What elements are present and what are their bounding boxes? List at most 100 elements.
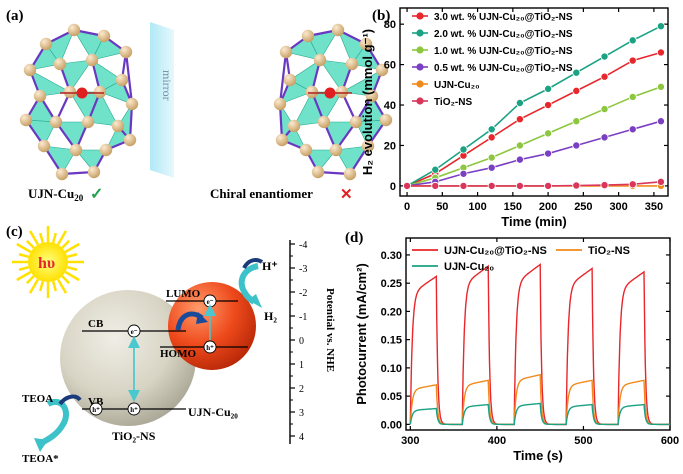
sun-ray: [66, 253, 78, 259]
sun-ray: [66, 265, 78, 271]
axis-tick-label: 0: [299, 336, 304, 347]
sun-ray: [16, 270, 32, 282]
sun-ray: [56, 278, 68, 294]
y-tick-label: 0.20: [381, 306, 402, 318]
sun-ray: [28, 278, 40, 294]
cu-atom: [63, 85, 77, 99]
teoa-star-label: TEOA*: [22, 453, 59, 465]
panel-d-letter: (d): [345, 230, 363, 246]
legend-label: TiO₂-NS: [434, 97, 472, 108]
teoa-label: TEOA: [22, 393, 53, 405]
data-point: [628, 56, 637, 65]
cu-atom: [39, 37, 53, 51]
tio2-ns-label: TiO₂-NS: [112, 429, 156, 443]
data-point: [459, 145, 468, 154]
cu-atom: [49, 115, 63, 129]
cu-atom: [331, 23, 345, 37]
sun-ray: [61, 239, 71, 249]
sun-ray: [16, 242, 32, 254]
hv-label: hυ: [38, 255, 55, 272]
series-line-0: [406, 51, 662, 187]
data-point: [628, 180, 637, 189]
axis-tick-label: -3: [299, 264, 307, 275]
cb-label: CB: [88, 318, 104, 330]
axis-tick-label: -2: [299, 288, 307, 299]
cu-atom: [115, 73, 129, 87]
data-point: [600, 72, 609, 81]
cu-atom: [81, 115, 95, 129]
hole-bubble: [127, 402, 141, 416]
axis-tick-label: 1: [299, 360, 304, 371]
x-tick-label: 600: [661, 435, 679, 447]
cu-atom: [345, 57, 359, 71]
cu-atom: [349, 115, 363, 129]
cu-atom: [379, 113, 393, 127]
y-axis-label: H₂ evolution (mmol g⁻¹): [360, 29, 375, 175]
caption-chiral-enantiomer: Chiral enantiomer: [210, 186, 313, 201]
cu-atom: [111, 119, 125, 133]
data-point: [544, 129, 553, 138]
cu-atom: [23, 63, 37, 77]
legend-marker: [416, 97, 424, 105]
cu-atom: [55, 167, 69, 181]
ujn-sphere: [168, 282, 256, 370]
center-atom: [324, 87, 336, 99]
sun-ray: [64, 242, 80, 254]
legend-label: 1.0 wt. % UJN-Cu₂₀@TiO₂-NS: [434, 46, 573, 57]
sun-ray: [28, 230, 40, 246]
data-point: [656, 22, 665, 31]
homo-label: HOMO: [160, 348, 196, 360]
cu-atom: [19, 113, 33, 127]
cu-atom: [87, 165, 101, 179]
legend-marker: [416, 12, 424, 20]
data-point: [628, 125, 637, 134]
cu-atom: [53, 57, 67, 71]
data-point: [515, 99, 524, 108]
cu-atom: [313, 53, 327, 67]
photocurrent-trace-2: [409, 402, 670, 426]
sun-ray: [25, 275, 35, 285]
data-point: [656, 48, 665, 57]
caption-ujn-cu20: UJN-Cu20: [28, 186, 84, 203]
cu-atom: [93, 85, 107, 99]
x-tick-label: 350: [645, 201, 663, 213]
sun-ray: [51, 280, 57, 292]
mirror-plane: [150, 22, 174, 178]
legend-label: 0.5 wt. % UJN-Cu₂₀@TiO₂-NS: [434, 63, 573, 74]
cu-atom: [67, 23, 81, 37]
cu-atom: [273, 97, 287, 111]
ujn-cu20-label: UJN-Cu₂₀: [188, 405, 238, 419]
legend-marker: [416, 29, 424, 37]
legend-label: UJN-Cu₂₀: [444, 261, 494, 273]
data-point: [544, 149, 553, 158]
axis-tick-label: 4: [299, 432, 304, 443]
data-point: [572, 86, 581, 95]
cu-atom: [359, 37, 373, 51]
potential-axis: -4 -3 -2 -1 0 1 2 3 4: [289, 240, 307, 444]
cu-atom: [361, 139, 375, 153]
photocurrent-trace-1: [409, 373, 670, 426]
charge-carriers: e⁻ h⁺ h⁺ e⁻ h⁺: [89, 294, 217, 416]
sun-ray: [18, 265, 30, 271]
plot-frame: [405, 237, 671, 431]
data-point: [515, 155, 524, 164]
y-tick-label: 0.00: [381, 419, 402, 431]
data-point: [656, 177, 665, 186]
axis-tick-label: 2: [299, 384, 304, 395]
y-tick-label: 0.30: [381, 250, 402, 262]
data-point: [515, 181, 524, 190]
teoa-oxidation-arrow: [38, 399, 69, 447]
panel-b-letter: (b): [372, 8, 390, 24]
y-tick-label: 0.10: [381, 363, 402, 375]
legend-label: UJN-Cu₂₀@TiO₂-NS: [444, 245, 547, 257]
cluster-right: [273, 23, 393, 181]
cu-atom: [329, 143, 343, 157]
panel-c: (c) hυ CB VB LUMO HOMO e⁻h⁺ h⁺e⁻h⁺ H⁺ H₂: [6, 224, 336, 465]
data-point: [656, 117, 665, 126]
series-line-5: [407, 181, 662, 187]
sun-ray: [39, 280, 45, 292]
x-tick-label: 400: [488, 435, 506, 447]
cu-atom: [37, 139, 51, 153]
y-tick-label: 20: [384, 140, 396, 152]
data-point: [487, 153, 496, 162]
